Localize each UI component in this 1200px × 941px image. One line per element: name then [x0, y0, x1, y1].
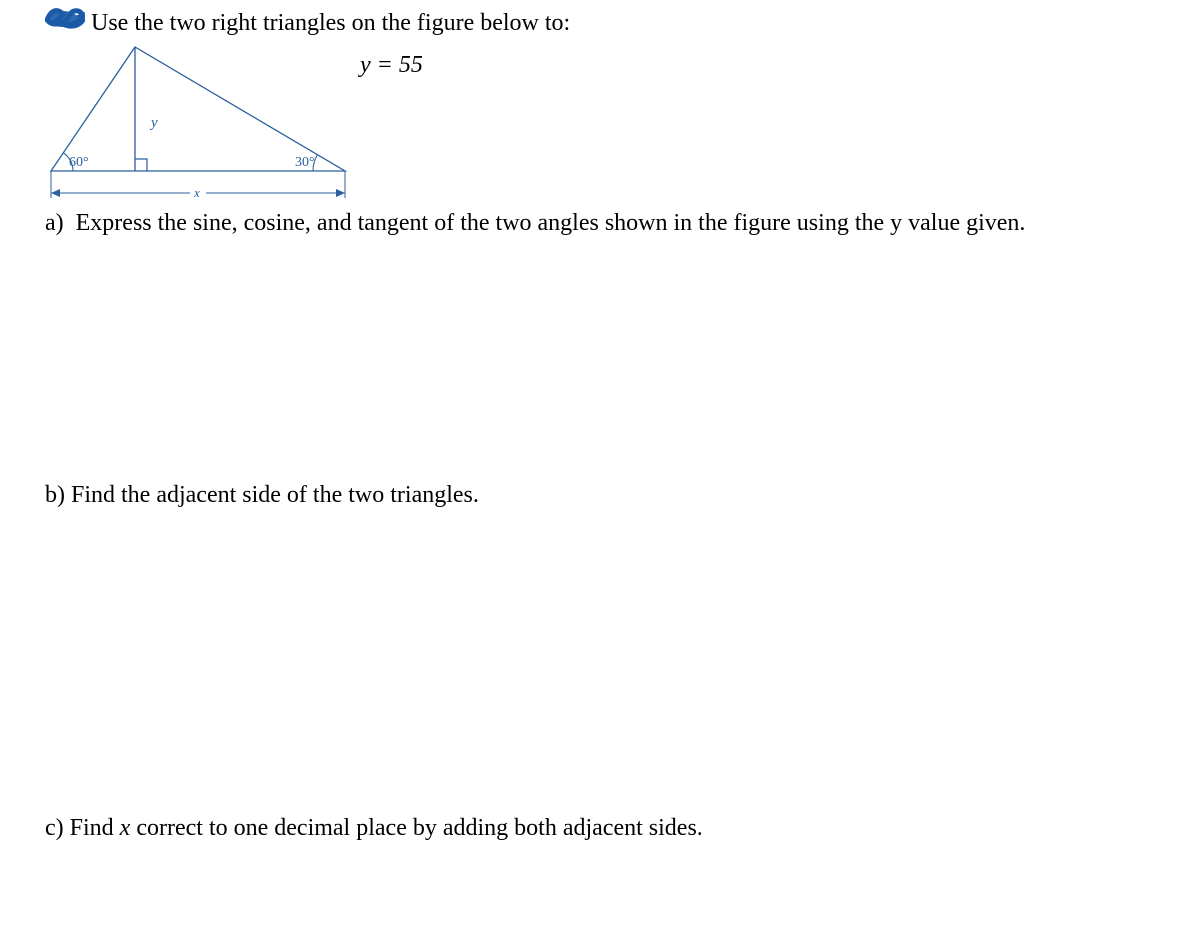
part-a: a) Express the sine, cosine, and tangent… — [45, 207, 1160, 239]
triangle-figure: y x 60° 30° — [45, 41, 1160, 201]
scribble-mark — [45, 6, 85, 37]
part-b: b) Find the adjacent side of the two tri… — [45, 479, 1160, 511]
part-c-variable: x — [120, 815, 131, 841]
part-c: c) Find x correct to one decimal place b… — [45, 812, 1160, 844]
svg-text:60°: 60° — [69, 155, 89, 170]
part-c-suffix: correct to one decimal place by adding b… — [130, 815, 702, 841]
part-c-prefix: c) Find — [45, 815, 120, 841]
svg-text:y: y — [149, 115, 158, 131]
svg-text:30°: 30° — [295, 155, 315, 170]
intro-text: Use the two right triangles on the figur… — [91, 10, 570, 37]
svg-text:x: x — [193, 185, 200, 200]
